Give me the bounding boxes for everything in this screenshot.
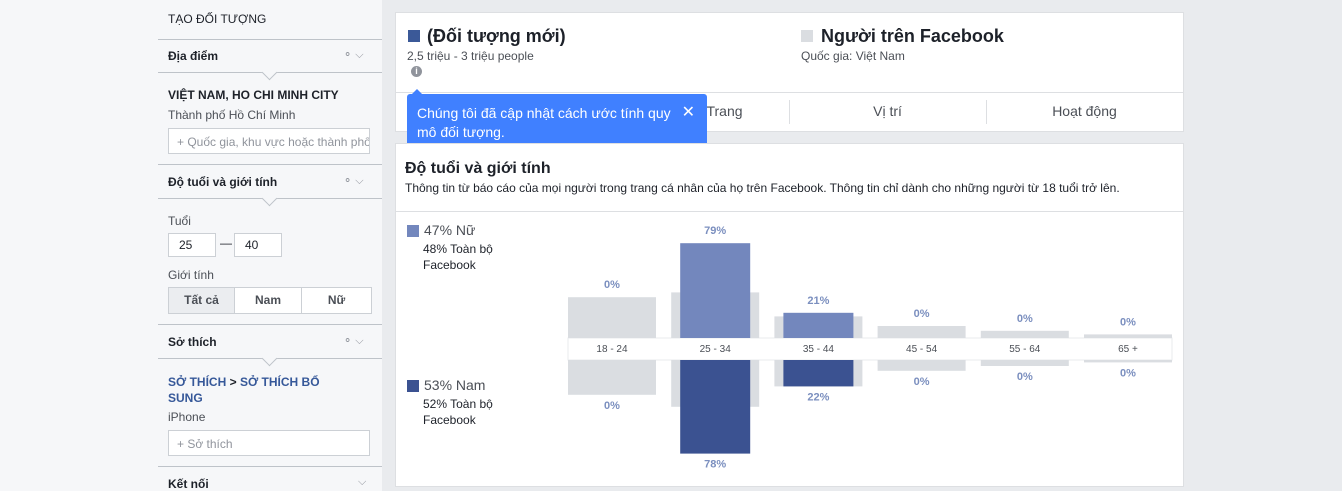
category-label: 35 - 44	[803, 344, 835, 355]
facebook-bar	[1084, 334, 1172, 338]
bar	[783, 312, 854, 338]
tab[interactable]: Trang	[706, 103, 743, 119]
audience-title: (Đối tượng mới)	[427, 26, 566, 46]
location-input[interactable]: + Quốc gia, khu vực hoặc thành phố	[168, 128, 370, 154]
gender-option[interactable]: Nữ	[301, 287, 372, 314]
category-label: 45 - 54	[906, 344, 938, 355]
legend-share: 53% Nam	[424, 377, 486, 393]
close-button[interactable]: ✕	[681, 104, 695, 121]
gender-label: Giới tính	[168, 268, 214, 282]
category-label: 65 +	[1118, 344, 1138, 355]
value-label: 0%	[1017, 371, 1033, 383]
interest-item: iPhone	[168, 410, 206, 424]
interest-input[interactable]: + Sở thích	[168, 430, 370, 456]
section-title: Độ tuổi và giới tính	[405, 160, 551, 177]
gender-option[interactable]: Nam	[234, 287, 302, 314]
axis-band	[567, 337, 1173, 361]
category-label: 25 - 34	[700, 344, 732, 355]
value-label: 21%	[807, 295, 829, 307]
facebook-bar	[980, 330, 1069, 338]
separator: >	[229, 375, 237, 389]
placeholder: Quốc gia, khu vực hoặc thành phố	[187, 135, 370, 149]
facebook-bar	[568, 297, 656, 338]
facebook-bar	[980, 360, 1069, 366]
value-label: 0%	[604, 279, 620, 291]
tab[interactable]: Vị trí	[873, 103, 902, 119]
info-icon[interactable]: i	[411, 66, 422, 77]
path[interactable]: SỞ THÍCH	[168, 375, 227, 389]
legend-share: 47% Nữ	[424, 222, 476, 238]
age-from[interactable]: 25	[168, 233, 216, 257]
section-heading[interactable]: Địa điểm	[168, 49, 219, 63]
section-description: Thông tin từ báo cáo của mọi người trong…	[405, 181, 1120, 195]
tab[interactable]: Hoạt động	[1052, 103, 1117, 119]
location-selected: VIỆT NAM, HO CHI MINH CITY	[168, 88, 339, 102]
interest-path: SỞ THÍCH > SỞ THÍCH BỔ SUNG	[168, 374, 338, 406]
facebook-bar	[1084, 360, 1172, 363]
bar	[680, 360, 751, 454]
gender-option[interactable]: Tất cả	[168, 287, 235, 314]
value-label: 0%	[914, 308, 930, 320]
path[interactable]: SỞ THÍCH BỔ SUNG	[168, 375, 320, 405]
legend-facebook: 52% Toàn bộ Facebook	[423, 397, 493, 427]
toggle[interactable]: ⚬ ⌵	[343, 49, 364, 61]
tooltip-text: Chúng tôi đã cập nhật cách ước tính quy …	[417, 105, 671, 140]
toggle[interactable]: ⚬ ⌵	[343, 175, 364, 187]
compare-swatch	[801, 30, 813, 42]
value-label: 78%	[704, 459, 726, 471]
facebook-bar	[568, 360, 656, 395]
value-label: 79%	[704, 225, 726, 237]
section-heading[interactable]: Sở thích	[168, 335, 217, 349]
tooltip: Chúng tôi đã cập nhật cách ước tính quy …	[407, 94, 707, 151]
toggle[interactable]: ⚬ ⌵	[343, 335, 364, 347]
category-label: 55 - 64	[1009, 344, 1041, 355]
audience-size: 2,5 triệu - 3 triệu people	[407, 49, 534, 63]
placeholder: Sở thích	[187, 437, 233, 451]
sidebar: TẠO ĐỐI TƯỢNG Địa điểm ⚬ ⌵ VIỆT NAM, HO …	[158, 0, 382, 491]
bar	[783, 360, 854, 387]
value-label: 0%	[604, 400, 620, 412]
sidebar-title: TẠO ĐỐI TƯỢNG	[168, 12, 267, 26]
location-sub: Thành phố Hồ Chí Minh	[168, 108, 296, 122]
legend-swatch	[407, 225, 419, 237]
compare-country: Quốc gia: Việt Nam	[801, 49, 905, 63]
section-heading[interactable]: Kết nối	[168, 477, 209, 491]
category-label: 18 - 24	[596, 344, 628, 355]
value-label: 22%	[807, 391, 829, 403]
value-label: 0%	[1017, 313, 1033, 325]
age-label: Tuổi	[168, 214, 191, 228]
facebook-bar	[877, 360, 966, 371]
value-label: 0%	[1120, 367, 1136, 379]
value-label: 0%	[1120, 316, 1136, 328]
legend-facebook: 48% Toàn bộ Facebook	[423, 242, 493, 272]
toggle[interactable]: ⌵	[358, 476, 367, 488]
age-to[interactable]: 40	[234, 233, 282, 257]
section-heading[interactable]: Độ tuổi và giới tính	[168, 175, 278, 189]
facebook-bar	[877, 326, 966, 338]
value-label: 0%	[914, 376, 930, 388]
compare-title: Người trên Facebook	[821, 26, 1004, 46]
bar	[680, 243, 751, 338]
audience-swatch	[408, 30, 420, 42]
legend-swatch	[407, 380, 419, 392]
tab-divider	[396, 92, 1183, 93]
